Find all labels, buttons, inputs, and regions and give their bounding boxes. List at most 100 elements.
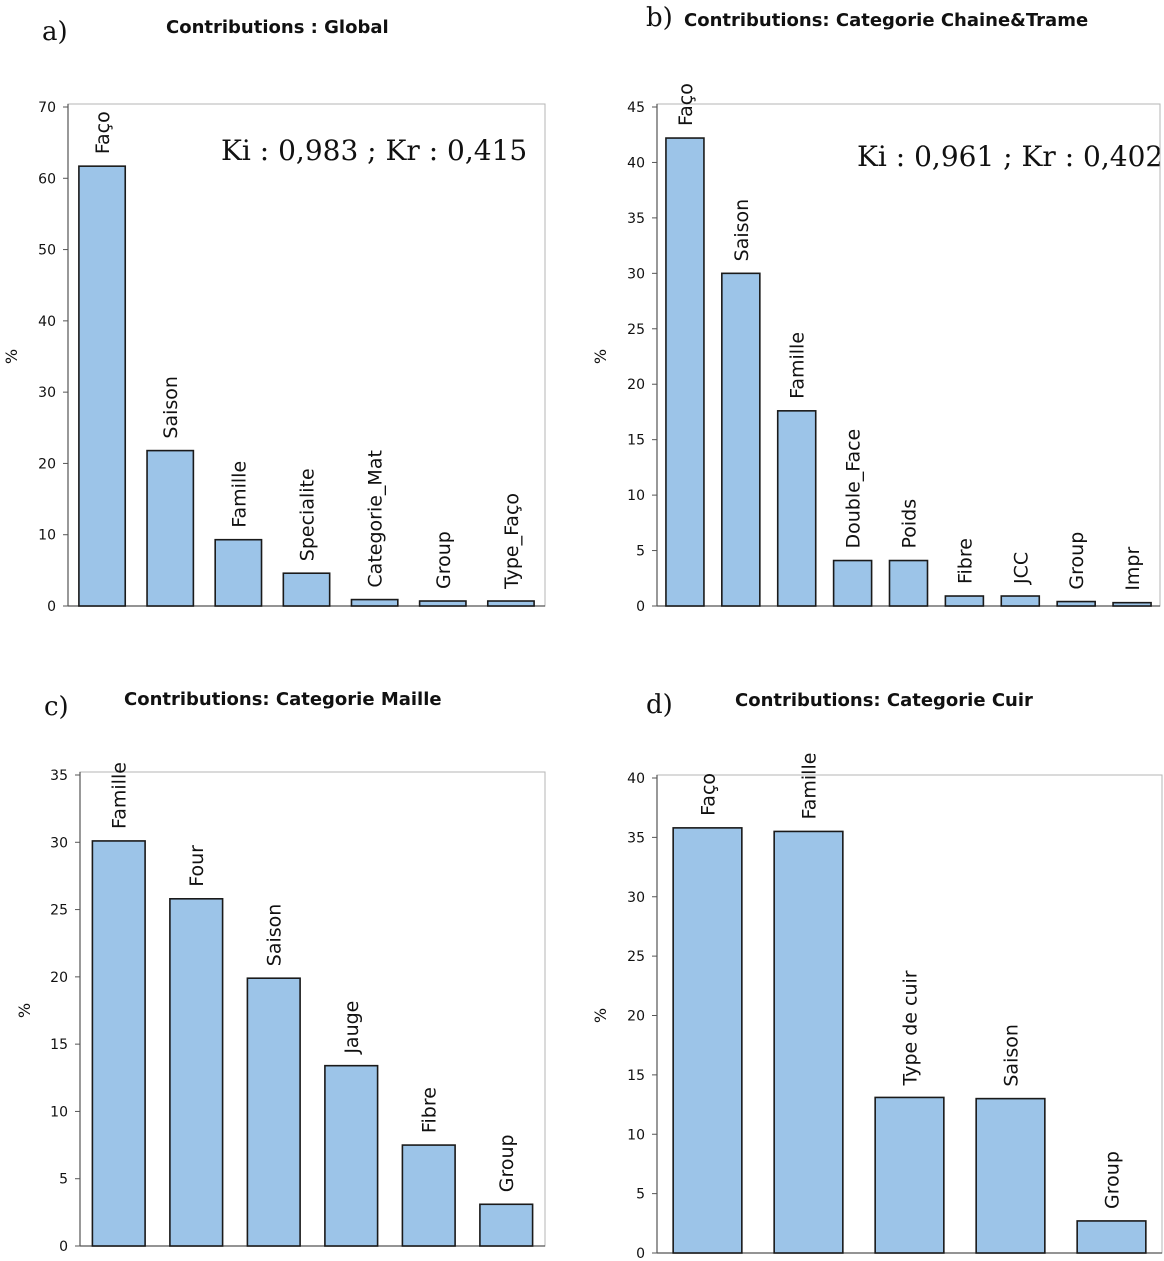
category-label: Double_Face (843, 429, 865, 549)
y-tick-label: 20 (38, 456, 56, 472)
bar (1112, 601, 1152, 607)
chart-title-b: Contributions: Categorie Chaine&Trame (684, 10, 1088, 31)
y-tick-label: 25 (627, 322, 645, 338)
bar (78, 165, 127, 607)
bar (776, 410, 817, 607)
category-label: Saison (160, 376, 182, 439)
y-tick-label: 10 (627, 488, 645, 504)
y-axis-label: % (591, 1008, 610, 1023)
y-tick-label: 0 (636, 599, 645, 615)
bar (486, 600, 535, 607)
chart-panel-d: d) Contributions: Categorie Cuir 0 5 10 15 2… (591, 690, 1163, 1261)
y-tick-label: 5 (59, 1172, 68, 1188)
y-tick-label: 0 (59, 1239, 68, 1255)
y-tick-label: 20 (627, 1009, 645, 1025)
category-label: JCC (1010, 552, 1032, 585)
category-label: Group (1102, 1151, 1124, 1209)
bar (324, 1064, 379, 1247)
bar (169, 898, 224, 1247)
bar (401, 1144, 456, 1247)
y-tick-label: 10 (627, 1127, 645, 1143)
category-label: Façο (698, 773, 720, 816)
y-tick-label: 30 (50, 835, 68, 851)
bar (874, 1096, 945, 1254)
panel-label-c: c) (44, 692, 69, 722)
category-label: Saison (1001, 1024, 1023, 1087)
bar (350, 598, 399, 607)
category-label: Famille (799, 753, 821, 820)
plot-frame (79, 771, 546, 1247)
category-label: Categorie_Mat (365, 450, 387, 587)
bar (282, 572, 331, 607)
chart-panel-c: c) Contributions: Categorie Maille 0 5 10 1… (15, 689, 546, 1255)
y-tick-label: 25 (50, 903, 68, 919)
y-tick-label: 15 (50, 1037, 68, 1053)
y-tick-label: 30 (38, 385, 56, 401)
bar (1056, 600, 1096, 607)
bar (665, 137, 705, 607)
y-tick-label: 35 (50, 768, 68, 784)
annotation-b: Ki : 0,961 ; Kr : 0,402 (857, 140, 1163, 173)
category-label: Impr (1122, 547, 1144, 591)
bar (214, 538, 263, 607)
chart-title-a: Contributions : Global (166, 17, 389, 38)
bar (1076, 1220, 1147, 1254)
category-label: Saison (264, 904, 286, 967)
bar (672, 827, 743, 1254)
y-tick-label: 70 (38, 100, 56, 116)
y-tick-label: 5 (636, 544, 645, 560)
y-axis-label: % (15, 1003, 34, 1018)
chart-panel-a: a) Contributions : Global Ki : 0,983 ; K… (2, 17, 546, 615)
category-label: Famille (109, 762, 131, 829)
y-tick-label: 20 (50, 970, 68, 986)
annotation-a: Ki : 0,983 ; Kr : 0,415 (221, 134, 527, 167)
y-tick-label: 20 (627, 377, 645, 393)
y-axis-label: % (591, 349, 610, 364)
panel-label-d: d) (646, 690, 673, 720)
y-tick-label: 0 (636, 1246, 645, 1261)
category-label: Façο (92, 111, 114, 154)
y-tick-label: 60 (38, 171, 56, 187)
bar (773, 830, 844, 1254)
panel-label-a: a) (42, 17, 68, 47)
y-tick-label: 0 (47, 599, 56, 615)
y-tick-label: 10 (50, 1104, 68, 1120)
chart-title-c: Contributions: Categorie Maille (124, 689, 442, 710)
bar (975, 1097, 1046, 1254)
bar (888, 559, 929, 607)
chart-title-d: Contributions: Categorie Cuir (735, 690, 1033, 711)
y-tick-label: 40 (627, 155, 645, 171)
y-tick-label: 45 (627, 100, 645, 116)
category-label: Specialite (297, 468, 319, 561)
category-label: Group (1066, 532, 1088, 590)
category-label: Façο (675, 83, 697, 126)
panel-label-b: b) (646, 3, 673, 33)
y-tick-label: 35 (627, 830, 645, 846)
y-tick-label: 30 (627, 890, 645, 906)
y-axis-label: % (2, 349, 21, 364)
y-tick-label: 15 (627, 1068, 645, 1084)
category-label: Famille (228, 461, 250, 528)
y-tick-label: 30 (627, 266, 645, 282)
plot-area-b: 0 5 10 15 20 25 30 35 40 45% Façο Saison Famille Doub… (591, 83, 1161, 615)
plot-area-d: 0 5 10 15 20 25 30 35 40% Façο Famille Type de cuir… (591, 753, 1163, 1261)
chart-panel-b: b) Contributions: Categorie Chaine&Trame… (591, 3, 1163, 615)
bar (721, 272, 761, 607)
category-label: Jauge (341, 1001, 363, 1055)
category-label: Type_Façο (501, 493, 523, 590)
category-label: Four (186, 845, 208, 887)
category-label: Group (496, 1134, 518, 1192)
category-label: Poids (899, 499, 921, 549)
bar (91, 840, 146, 1247)
bar (944, 595, 985, 607)
category-label: Fibre (954, 538, 976, 584)
y-tick-label: 5 (636, 1187, 645, 1203)
y-tick-label: 35 (627, 211, 645, 227)
category-label: Fibre (419, 1087, 441, 1133)
y-tick-label: 40 (627, 771, 645, 787)
bar (418, 600, 467, 607)
category-label: Group (433, 531, 455, 589)
y-tick-label: 25 (627, 949, 645, 965)
y-tick-label: 10 (38, 528, 56, 544)
